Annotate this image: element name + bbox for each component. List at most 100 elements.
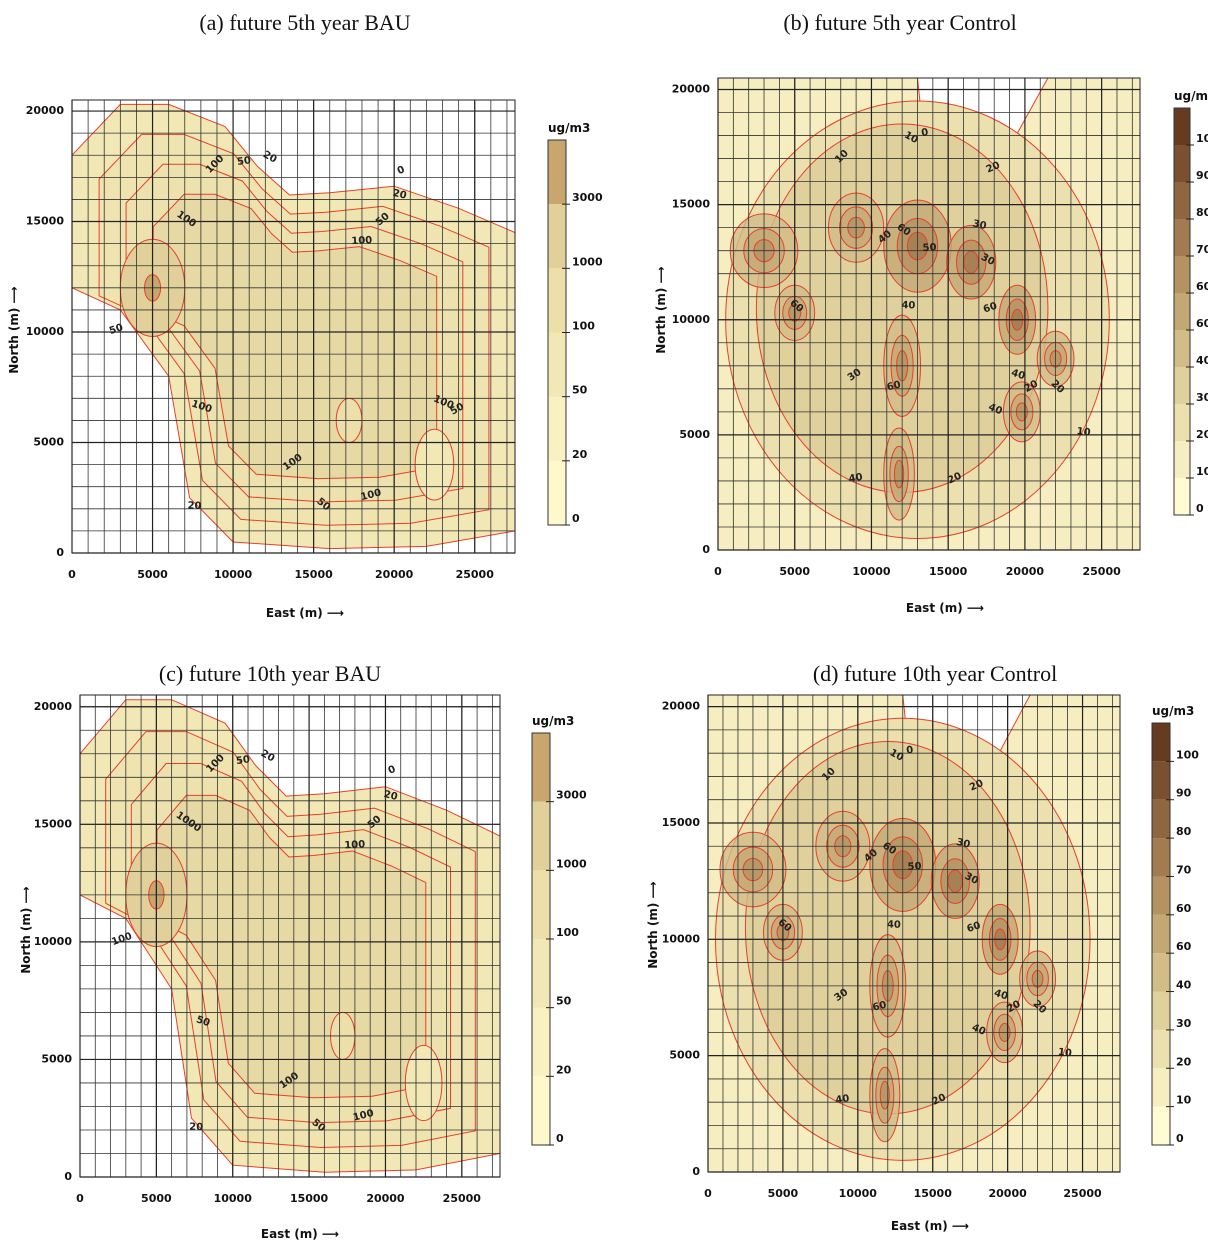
colorbar-frame (1173, 107, 1191, 516)
colorbar-tick-label: 60 (1196, 317, 1208, 330)
colorbar-band (1152, 876, 1170, 915)
y-tick-label: 0 (702, 543, 710, 556)
colorbar-tick-label: 20 (572, 448, 588, 461)
panel-title: (a) future 5th year BAU (199, 10, 410, 35)
contour-label: 20 (392, 188, 408, 202)
x-tick-label: 20000 (375, 568, 414, 581)
colorbar-band (1174, 293, 1190, 330)
colorbar-band (532, 1007, 550, 1077)
contour-label: 20 (968, 778, 985, 794)
contour-label: 60 (872, 1000, 888, 1014)
y-tick-label: 5000 (679, 428, 710, 441)
colorbar-band (1152, 914, 1170, 954)
contour-label: 0 (387, 764, 398, 777)
colorbar-band (1152, 953, 1170, 992)
contour-label: 20 (383, 789, 399, 803)
x-tick-label: 20000 (1006, 565, 1045, 578)
panel-title: (b) future 5th year Control (783, 10, 1016, 35)
y-tick-label: 20000 (672, 83, 711, 96)
contour-label: 100 (360, 487, 383, 503)
contour-label: 20 (189, 1122, 203, 1133)
x-tick-label: 25000 (1063, 1187, 1102, 1200)
colorbar-band (1152, 799, 1170, 839)
colorbar-band (1174, 219, 1190, 256)
y-tick-label: 0 (64, 1170, 72, 1183)
colorbar-band (1174, 145, 1190, 182)
contour-label: 20 (985, 160, 1002, 176)
colorbar-band (548, 460, 566, 525)
plot-frame (717, 77, 1141, 551)
x-tick-label: 20000 (366, 1192, 405, 1205)
colorbar-band (532, 733, 550, 802)
colorbar-tick-label: 100 (572, 320, 595, 333)
contour-label: 40 (987, 402, 1004, 418)
contour-label: 100 (344, 839, 365, 851)
y-tick-label: 10000 (662, 932, 701, 945)
y-tick-label: 10000 (26, 325, 65, 338)
contour-label: 0 (921, 127, 929, 139)
contour-label: 0 (396, 164, 407, 177)
colorbar-tick-label: 20 (556, 1063, 572, 1076)
colorbar-tick-label: 0 (572, 512, 580, 525)
x-tick-label: 0 (704, 1187, 712, 1200)
colorbar-band (548, 140, 566, 205)
x-tick-label: 15000 (290, 1192, 329, 1205)
colorbar-band (1152, 761, 1170, 800)
colorbar-tick-label: 1000 (556, 857, 587, 870)
y-tick-label: 5000 (669, 1049, 700, 1062)
contour-label: 40 (970, 1022, 987, 1038)
colorbar-band (532, 939, 550, 1008)
y-axis-label: North (m) ⟶ (646, 881, 660, 969)
y-tick-label: 10000 (34, 935, 73, 948)
x-tick-label: 10000 (214, 568, 253, 581)
colorbar-band (532, 1076, 550, 1145)
colorbar-tick-label: 0 (556, 1132, 564, 1145)
contour-label: 50 (235, 754, 250, 767)
colorbar-tick-label: 3000 (572, 191, 603, 204)
contour-label: 20 (931, 1092, 948, 1108)
colorbar-band (548, 396, 566, 461)
colorbar-tick-label: 60 (1196, 280, 1208, 293)
colorbar-tick-label: 10 (1176, 1094, 1192, 1107)
colorbar-tick-label: 50 (572, 384, 588, 397)
contour-label: 100 (352, 1108, 375, 1124)
colorbar-band (1174, 367, 1190, 404)
colorbar-band (548, 268, 566, 333)
panel: (d) future 10th year Control 0 5000 10000 15… (646, 661, 1199, 1233)
contour-label: 100 (351, 235, 372, 247)
x-tick-label: 0 (68, 568, 76, 581)
x-tick-label: 25000 (443, 1192, 482, 1205)
x-tick-label: 20000 (988, 1187, 1027, 1200)
colorbar-title: ug/m3 (532, 714, 574, 728)
colorbar-tick-label: 40 (1176, 979, 1192, 992)
colorbar-tick-label: 90 (1196, 169, 1208, 182)
x-tick-label: 0 (76, 1192, 84, 1205)
colorbar-tick-label: 70 (1196, 243, 1208, 256)
colorbar-title: ug/m3 (548, 121, 590, 135)
colorbar-tick-label: 10 (1196, 465, 1208, 478)
colorbar-band (1174, 182, 1190, 219)
y-tick-label: 15000 (672, 198, 711, 211)
y-tick-label: 10000 (672, 313, 711, 326)
colorbar-tick-label: 20 (1176, 1055, 1192, 1068)
x-tick-label: 10000 (214, 1192, 253, 1205)
colorbar-tick-label: 40 (1196, 354, 1208, 367)
contour-label: 50 (236, 155, 251, 168)
contour-label: 40 (993, 988, 1010, 1003)
panel-title: (d) future 10th year Control (813, 661, 1057, 686)
x-axis-label: East (m) ⟶ (891, 1219, 969, 1233)
plot-frame (707, 694, 1121, 1173)
y-tick-label: 20000 (34, 700, 73, 713)
contour-label: 10 (1076, 426, 1091, 439)
contour-label: 50 (195, 1014, 212, 1029)
y-tick-label: 0 (692, 1165, 700, 1178)
y-tick-label: 15000 (662, 816, 701, 829)
x-tick-label: 5000 (141, 1192, 172, 1205)
plot-frame (71, 99, 516, 554)
colorbar-tick-label: 100 (556, 926, 579, 939)
colorbar-band (1174, 404, 1190, 441)
contour-label: 30 (955, 837, 971, 851)
